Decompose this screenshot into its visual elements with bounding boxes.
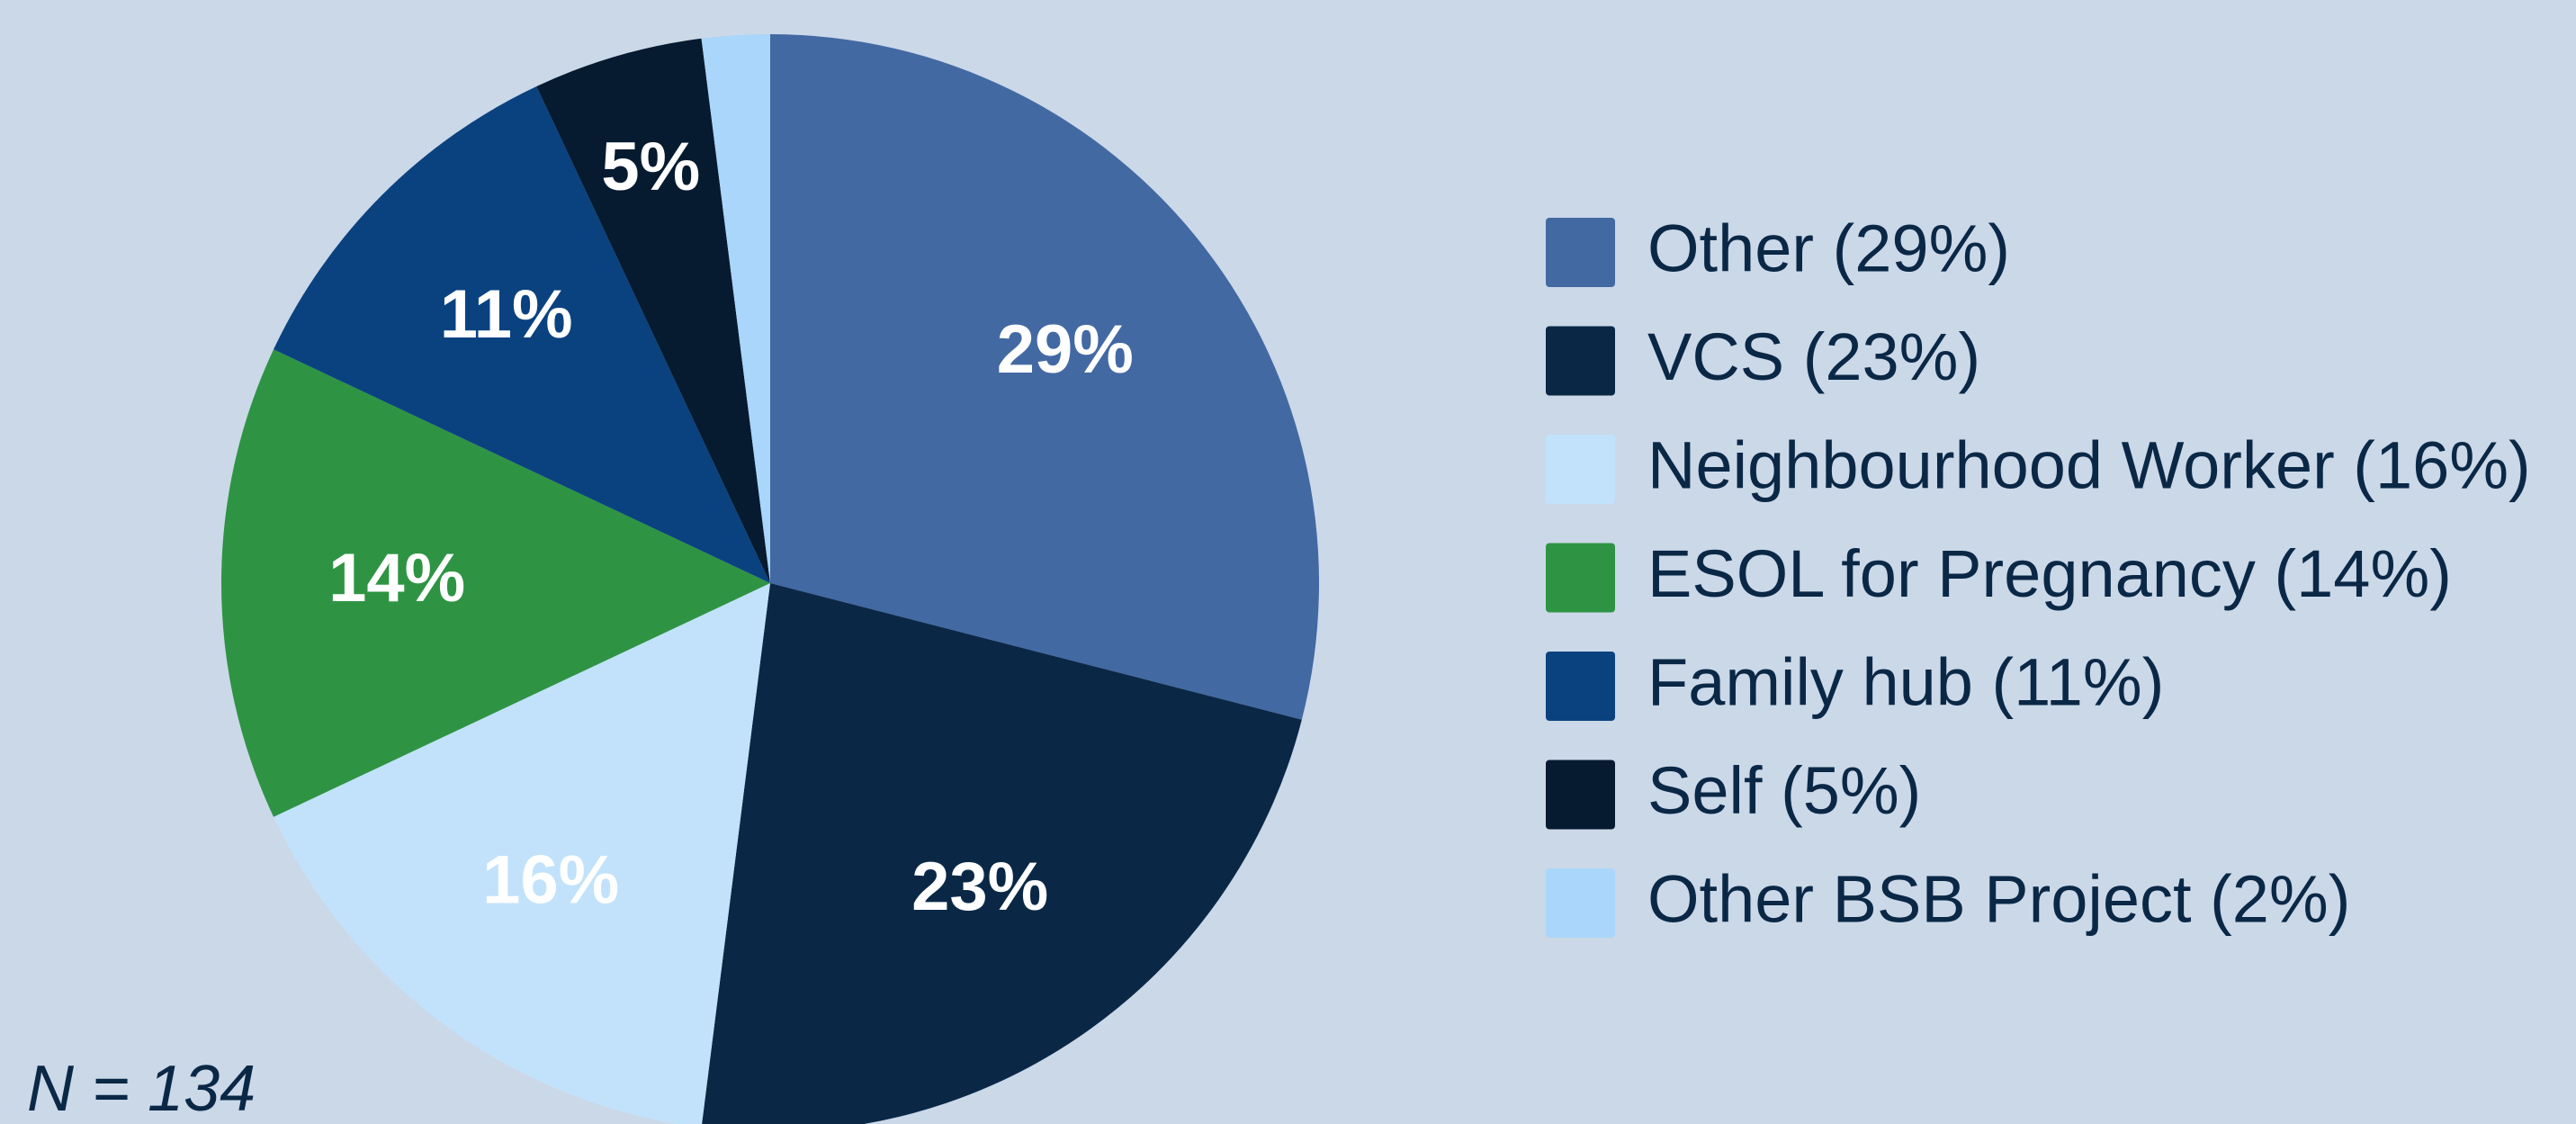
legend-label: ESOL for Pregnancy (14%) <box>1647 536 2452 611</box>
pie-slice <box>536 38 770 583</box>
slice-label: 23% <box>911 849 1048 925</box>
legend-swatch <box>1546 435 1615 504</box>
slice-label: 11% <box>440 276 573 353</box>
legend-label: Other (29%) <box>1647 211 2010 286</box>
pie-slice <box>221 349 770 817</box>
slice-label: 29% <box>997 311 1134 388</box>
legend-swatch <box>1546 652 1615 721</box>
pie <box>221 34 1319 1124</box>
pie-slice <box>770 34 1319 720</box>
pie-slice <box>701 34 770 583</box>
slice-label: 16% <box>482 842 619 919</box>
slice-label: 5% <box>601 129 700 205</box>
pie-slice <box>702 583 1302 1124</box>
legend-swatch <box>1546 868 1615 938</box>
legend-swatch <box>1546 218 1615 287</box>
legend-label: VCS (23%) <box>1647 319 1980 394</box>
pie-slice <box>274 86 770 584</box>
legend-swatch <box>1546 326 1615 396</box>
legend-label: Family hub (11%) <box>1647 645 2164 720</box>
pie-slice <box>274 583 770 1124</box>
legend: Other (29%) VCS (23%) Neighbourhood Worker… <box>1546 211 2531 938</box>
legend-label: Self (5%) <box>1647 753 1921 828</box>
legend-swatch <box>1546 543 1615 613</box>
slice-label: 14% <box>328 540 465 616</box>
legend-swatch <box>1546 760 1615 830</box>
sample-size-note: N = 134 <box>27 1053 256 1124</box>
slice-labels: 29% 23% 16% 14% 11% 5% <box>328 129 1134 925</box>
legend-label: Other BSB Project (2%) <box>1647 862 2350 937</box>
legend-label: Neighbourhood Worker (16%) <box>1647 428 2531 503</box>
